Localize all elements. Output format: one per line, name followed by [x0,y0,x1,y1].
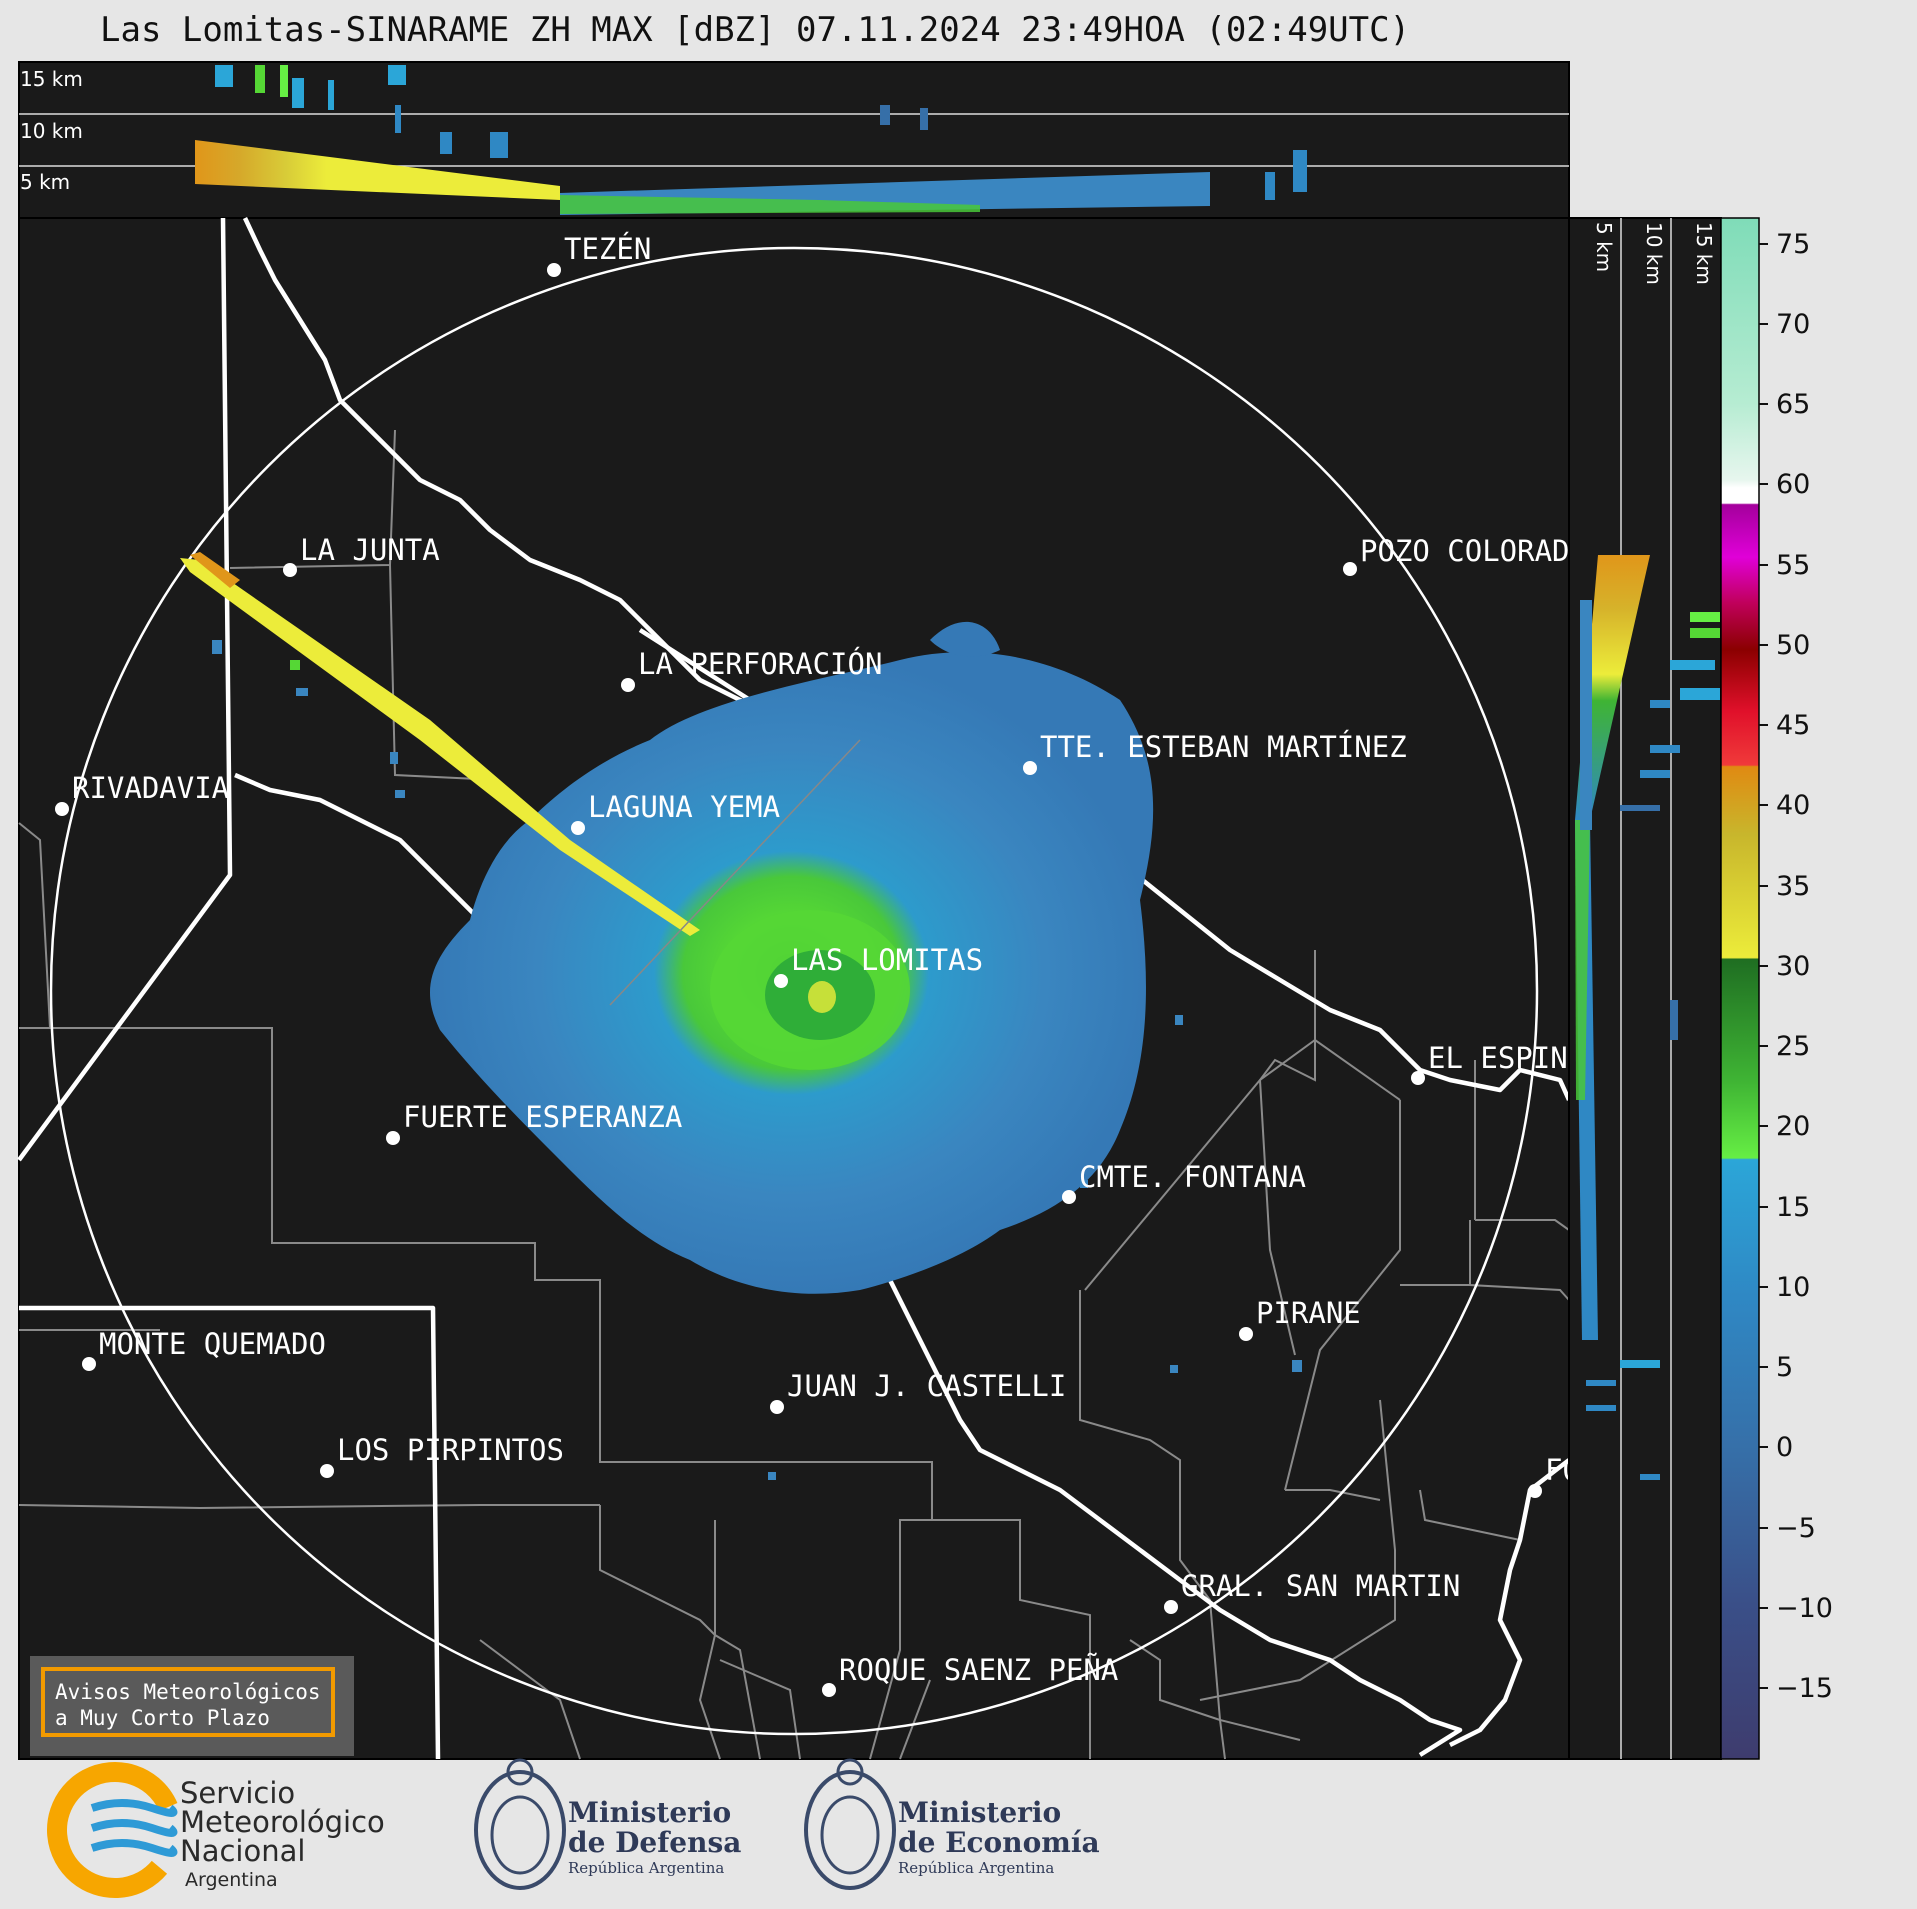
place-label: EL ESPIN [1428,1041,1568,1075]
place-label: CMTE. FONTANA [1079,1160,1306,1194]
coat-of-arms-icon [804,1758,896,1890]
marker-juan-j-castelli [770,1400,784,1414]
warning-box-line1: Avisos Meteorológicos [55,1680,321,1704]
department-boundaries [18,429,1570,1760]
colorbar-tick-label: −10 [1776,1593,1833,1624]
marker-laguna-yema [571,821,585,835]
colorbar-tick-label: 10 [1776,1272,1810,1303]
place-label: LA JUNTA [300,533,440,567]
place-label: GRAL. SAN MARTIN [1181,1569,1460,1603]
colorbar-tick-label: 35 [1776,871,1810,902]
side-height-label-5: 5 km [1592,222,1616,272]
place-label: ROQUE SAENZ PEÑA [839,1653,1118,1687]
marker-monte-quemado [82,1357,96,1371]
colorbar-ticks: 75 70 65 60 55 50 45 40 35 30 25 20 15 1… [1759,229,1833,1704]
marker-gral-san-martin [1164,1600,1178,1614]
map-panel [17,217,1572,1760]
place-label: JUAN J. CASTELLI [787,1369,1066,1403]
marker-pozo-colorado [1343,562,1357,576]
smn-logo-icon [47,1762,183,1898]
defensa-logo-line: República Argentina [568,1859,724,1877]
defensa-logo-line: de Defensa [568,1826,741,1859]
smn-logo-line: Nacional [180,1834,305,1868]
marker-la-perforacion [621,678,635,692]
colorbar [1720,217,1760,1760]
radar-echo [180,552,1154,1294]
beam-slice-top [195,140,560,200]
place-label: TEZÉN [564,232,651,266]
colorbar-tick-label: −5 [1776,1513,1816,1544]
economia-logo-line: de Economía [898,1826,1100,1859]
beam-spike [180,558,700,936]
colorbar-tick-label: 25 [1776,1031,1810,1062]
colorbar-tick-label: 60 [1776,469,1810,500]
marker-tezen [547,263,561,277]
top-height-label-10: 10 km [20,119,83,143]
warning-box[interactable]: Avisos Meteorológicos a Muy Corto Plazo [30,1656,354,1756]
place-label: FUERTE ESPERANZA [403,1100,682,1134]
colorbar-tick-label: 40 [1776,790,1810,821]
place-label: POZO COLORAD [1360,534,1570,568]
smn-logo-line: Argentina [185,1869,278,1891]
defensa-logo-line: Ministerio [568,1796,731,1829]
side-height-panel [1568,217,1722,1760]
colorbar-tick-label: 5 [1776,1352,1793,1383]
colorbar-tick-label: 15 [1776,1192,1810,1223]
colorbar-tick-label: −15 [1776,1673,1833,1704]
economia-logo-line: Ministerio [898,1796,1061,1829]
side-height-label-10: 10 km [1642,222,1666,285]
marker-roque-saenz-pena [822,1683,836,1697]
marker-tte-esteban-martinez [1023,761,1037,775]
colorbar-tick-label: 70 [1776,309,1810,340]
coat-of-arms-icon [474,1758,566,1890]
marker-las-lomitas [774,974,788,988]
marker-la-junta [283,563,297,577]
place-label: LAS LOMITAS [791,943,983,977]
marker-fuerte-esperanza [386,1131,400,1145]
colorbar-tick-label: 55 [1776,550,1810,581]
colorbar-tick-label: 45 [1776,710,1810,741]
colorbar-tick-label: 30 [1776,951,1810,982]
colorbar-tick-label: 65 [1776,389,1810,420]
marker-los-pirpintos [320,1464,334,1478]
warning-box-border: Avisos Meteorológicos a Muy Corto Plazo [41,1667,335,1737]
range-ring [49,246,1539,1736]
colorbar-tick-label: 75 [1776,229,1810,260]
place-markers [55,263,1542,1697]
marker-el-espin [1411,1071,1425,1085]
top-height-panel [18,61,1570,219]
place-label: PIRANE [1256,1296,1361,1330]
top-height-label-15: 15 km [20,67,83,91]
place-label: LOS PIRPINTOS [337,1433,564,1467]
colorbar-tick-label: 20 [1776,1111,1810,1142]
place-label: LA PERFORACIÓN [638,647,882,681]
side-height-label-15: 15 km [1692,222,1716,285]
marker-cmte-fontana [1062,1190,1076,1204]
place-label: RIVADAVIA [72,771,229,805]
colorbar-tick-label: 0 [1776,1432,1793,1463]
marker-pirane [1239,1327,1253,1341]
smn-logo-line: Meteorológico [180,1805,385,1839]
colorbar-tick-label: 50 [1776,630,1810,661]
marker-rivadavia [55,802,69,816]
place-label: MONTE QUEMADO [99,1327,326,1361]
warning-box-line2: a Muy Corto Plazo [55,1706,270,1730]
place-label: LAGUNA YEMA [588,790,780,824]
economia-logo-line: República Argentina [898,1859,1054,1877]
top-height-label-5: 5 km [20,170,70,194]
marker-fo [1528,1484,1542,1498]
place-label: TTE. ESTEBAN MARTÍNEZ [1040,730,1407,764]
page-title: Las Lomitas-SINARAME ZH MAX [dBZ] 07.11.… [100,10,1411,50]
smn-logo-line: Servicio [180,1776,295,1810]
scattered-echoes [212,640,1302,1480]
